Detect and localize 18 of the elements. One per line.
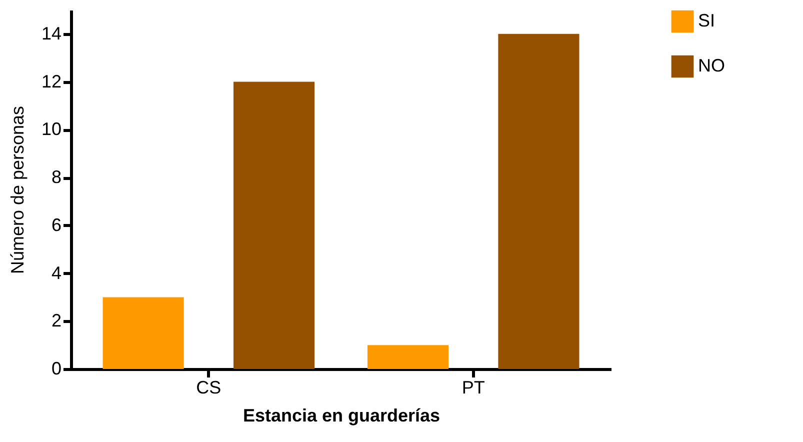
x-tick-label: CS bbox=[196, 378, 222, 398]
y-tick-label: 8 bbox=[51, 167, 62, 188]
y-axis-title: Número de personas bbox=[7, 106, 28, 274]
y-tick-label: 6 bbox=[51, 214, 62, 235]
y-tick-label: 2 bbox=[51, 310, 62, 331]
y-tick-label: 12 bbox=[41, 71, 62, 92]
x-axis-title: Estancia en guarderías bbox=[242, 406, 440, 426]
bar bbox=[498, 34, 580, 369]
y-tick-label: 10 bbox=[41, 119, 62, 140]
bar bbox=[367, 345, 449, 369]
x-tick-label: PT bbox=[462, 378, 485, 398]
legend-label: NO bbox=[698, 56, 725, 76]
bar bbox=[233, 82, 315, 369]
bar bbox=[102, 297, 184, 369]
y-tick-label: 4 bbox=[51, 262, 62, 283]
legend-label: SI bbox=[698, 10, 716, 30]
y-tick-label: 14 bbox=[41, 23, 62, 44]
y-tick-label: 0 bbox=[51, 358, 62, 378]
